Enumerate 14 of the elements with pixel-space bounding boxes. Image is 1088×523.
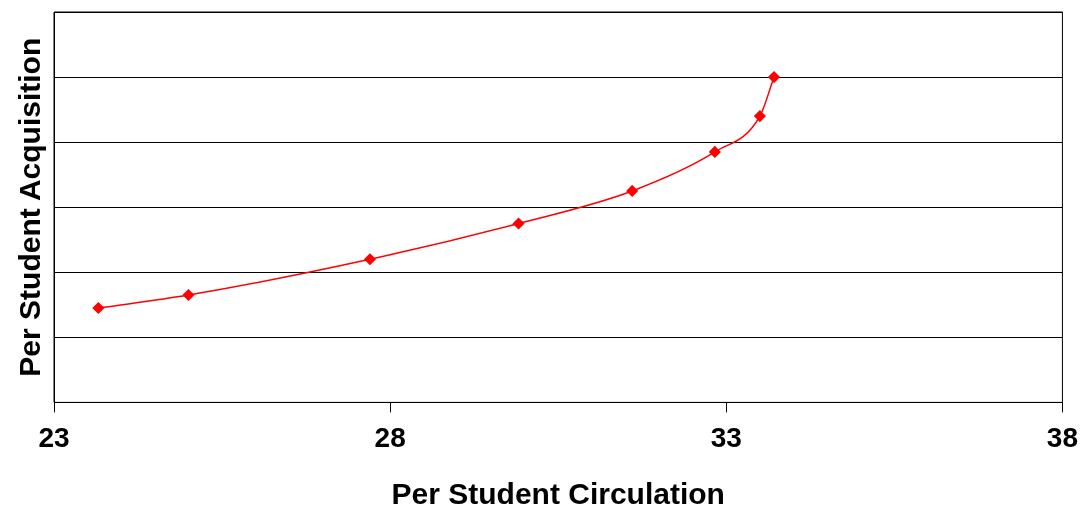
x-tick-label: 33 xyxy=(710,421,742,453)
x-tick-label: 38 xyxy=(1046,421,1079,453)
x-tick-label: 28 xyxy=(374,421,406,453)
point xyxy=(754,110,766,122)
point xyxy=(512,217,525,230)
x-axis-title: Per Student Circulation xyxy=(391,477,725,511)
point xyxy=(364,253,376,265)
point xyxy=(709,146,721,158)
point xyxy=(182,289,195,301)
point xyxy=(768,71,780,83)
x-tick-label: 23 xyxy=(38,421,70,453)
y-axis-title: Per Student Acquisition xyxy=(13,37,47,377)
point xyxy=(92,302,105,314)
point xyxy=(626,185,638,197)
